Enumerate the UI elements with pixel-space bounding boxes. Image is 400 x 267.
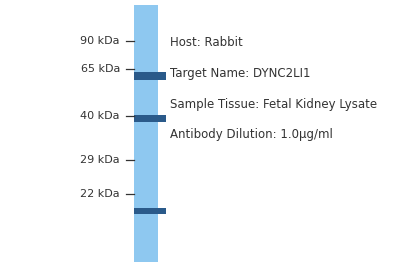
Bar <box>134 5 158 262</box>
Text: 29 kDa: 29 kDa <box>80 155 120 165</box>
Bar <box>134 72 166 80</box>
Text: 40 kDa: 40 kDa <box>80 111 120 121</box>
Text: Sample Tissue: Fetal Kidney Lysate: Sample Tissue: Fetal Kidney Lysate <box>170 98 377 111</box>
Text: 65 kDa: 65 kDa <box>81 64 120 74</box>
Bar <box>134 208 166 214</box>
Bar <box>134 115 166 122</box>
Text: 90 kDa: 90 kDa <box>80 36 120 46</box>
Text: Host: Rabbit: Host: Rabbit <box>170 36 243 49</box>
Text: 22 kDa: 22 kDa <box>80 189 120 199</box>
Text: Antibody Dilution: 1.0μg/ml: Antibody Dilution: 1.0μg/ml <box>170 128 333 141</box>
Text: Target Name: DYNC2LI1: Target Name: DYNC2LI1 <box>170 67 310 80</box>
